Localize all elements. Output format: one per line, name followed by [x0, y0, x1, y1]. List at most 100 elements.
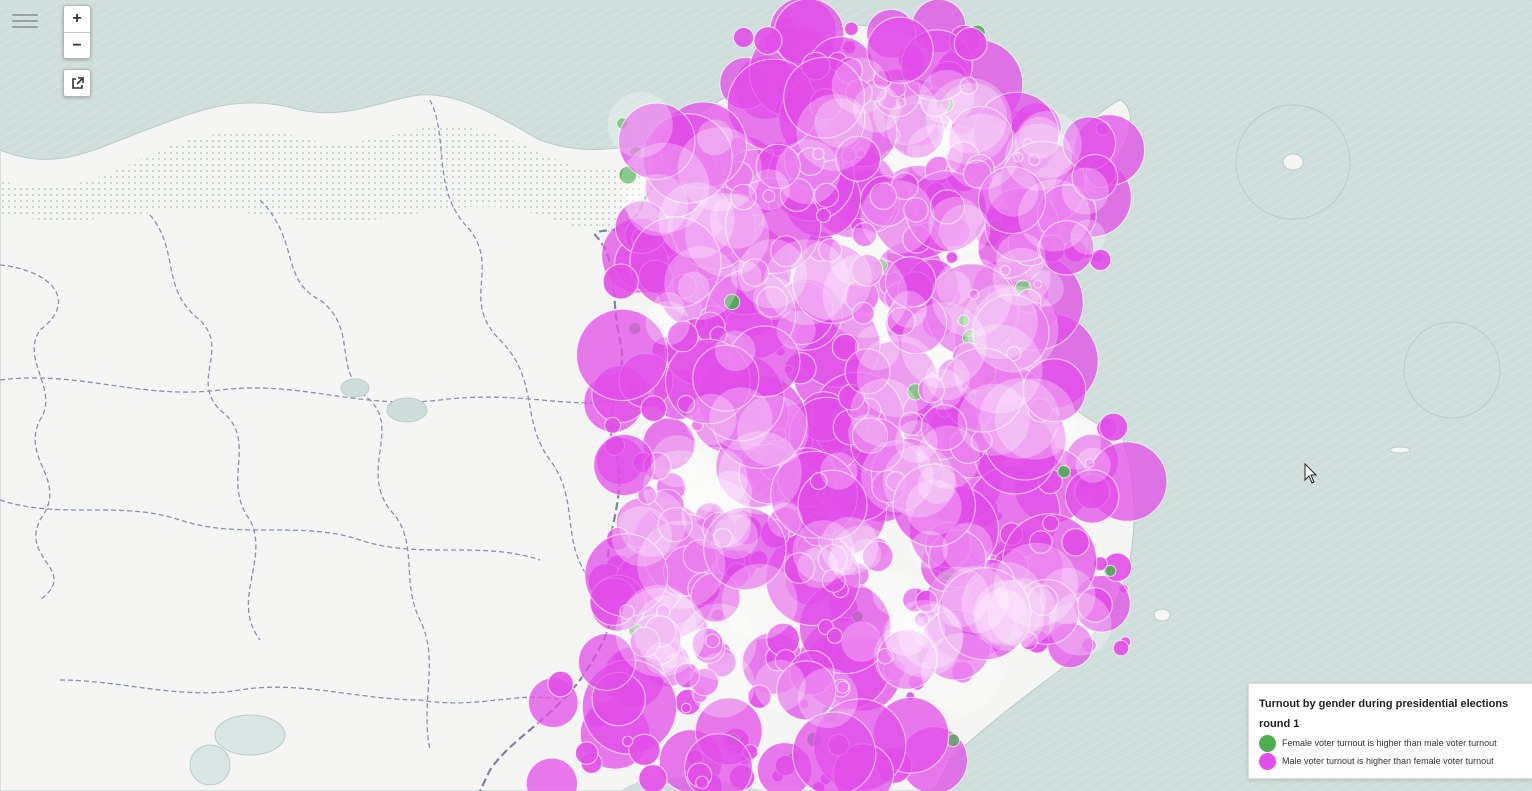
bubble-male-higher[interactable]: [1064, 469, 1120, 524]
bubble-male-higher[interactable]: [692, 344, 760, 412]
bubble-male-higher[interactable]: [836, 680, 850, 694]
menu-button[interactable]: [12, 10, 38, 30]
bubble-male-higher[interactable]: [695, 775, 709, 790]
bubble-male-higher[interactable]: [1099, 412, 1128, 442]
bubble-male-higher[interactable]: [852, 222, 877, 247]
bubble-male-higher[interactable]: [713, 528, 733, 548]
bubble-male-higher[interactable]: [680, 702, 692, 714]
bubble-male-higher[interactable]: [755, 143, 801, 189]
open-external-button[interactable]: [63, 69, 91, 97]
bubble-male-higher[interactable]: [862, 540, 894, 572]
bubble-male-higher[interactable]: [783, 552, 816, 584]
bubble-male-higher[interactable]: [816, 207, 831, 223]
bubble-male-higher[interactable]: [1028, 153, 1041, 166]
bubble-male-higher[interactable]: [628, 733, 661, 766]
bubble-male-higher[interactable]: [674, 662, 700, 689]
bubble-male-higher[interactable]: [638, 764, 668, 791]
bubble-male-higher[interactable]: [575, 741, 599, 765]
bubble-male-higher[interactable]: [677, 395, 696, 413]
bubble-male-higher[interactable]: [618, 102, 696, 181]
bubble-male-higher[interactable]: [733, 27, 755, 48]
bubble-male-higher[interactable]: [876, 647, 894, 665]
bubble-female-higher[interactable]: [1057, 464, 1071, 479]
bubble-male-higher[interactable]: [917, 376, 945, 404]
bubble-male-higher[interactable]: [886, 307, 916, 336]
bubble-male-higher[interactable]: [525, 757, 578, 791]
bubble-male-higher[interactable]: [866, 16, 934, 84]
bubble-male-higher[interactable]: [1013, 152, 1024, 163]
bubble-male-higher[interactable]: [809, 472, 828, 490]
bubble-male-higher[interactable]: [812, 147, 825, 161]
bubble-male-higher[interactable]: [884, 256, 937, 308]
bubble-male-higher[interactable]: [776, 660, 837, 721]
bubble-male-higher[interactable]: [629, 216, 722, 309]
bubble-male-higher[interactable]: [844, 348, 891, 395]
bubble-male-higher[interactable]: [814, 182, 839, 208]
bubble-male-higher[interactable]: [821, 568, 846, 593]
bubble-male-higher[interactable]: [999, 264, 1011, 276]
bubble-male-higher[interactable]: [622, 735, 634, 747]
bubble-male-higher[interactable]: [876, 629, 938, 690]
bubble-male-higher[interactable]: [602, 263, 639, 300]
bubble-male-higher[interactable]: [783, 56, 865, 139]
bubble-male-higher[interactable]: [578, 633, 636, 691]
bubble-male-higher[interactable]: [826, 627, 843, 644]
bubble-male-higher[interactable]: [850, 253, 884, 287]
bubble-male-higher[interactable]: [968, 288, 980, 300]
bubble-male-higher[interactable]: [1029, 530, 1053, 554]
zoom-out-button[interactable]: −: [64, 32, 90, 59]
bubble-male-higher[interactable]: [792, 711, 877, 791]
bubble-male-higher[interactable]: [629, 626, 661, 658]
bubble-male-higher[interactable]: [851, 301, 875, 325]
bubble-male-higher[interactable]: [1084, 458, 1095, 468]
bubble-male-higher[interactable]: [705, 633, 720, 649]
bubble-male-higher[interactable]: [1006, 346, 1022, 362]
bubble-male-higher[interactable]: [1039, 220, 1095, 276]
bubble-male-higher[interactable]: [593, 434, 656, 496]
bubble-male-higher[interactable]: [657, 507, 693, 543]
bubble-male-higher[interactable]: [756, 286, 788, 318]
bubble-male-higher[interactable]: [938, 567, 1032, 661]
bubble-male-higher[interactable]: [1077, 587, 1113, 623]
bubble-male-higher[interactable]: [753, 26, 783, 55]
bubble-male-higher[interactable]: [869, 182, 897, 210]
bubble-male-higher[interactable]: [770, 235, 802, 267]
bubble-male-higher[interactable]: [1042, 514, 1060, 532]
bubble-male-higher[interactable]: [920, 404, 968, 451]
bubble-male-higher[interactable]: [1022, 358, 1087, 423]
bubble-male-higher[interactable]: [604, 416, 622, 434]
bubble-male-higher[interactable]: [978, 166, 1047, 234]
bubble-male-higher[interactable]: [929, 189, 966, 225]
bubble-male-higher[interactable]: [576, 308, 669, 401]
bubble-male-higher[interactable]: [818, 238, 842, 263]
bubble-male-higher[interactable]: [831, 333, 859, 361]
bubble-female-higher[interactable]: [1104, 564, 1117, 577]
bubble-male-higher[interactable]: [740, 258, 770, 287]
bubble-male-higher[interactable]: [896, 97, 906, 108]
bubble-male-higher[interactable]: [640, 395, 668, 423]
bubble-male-higher[interactable]: [835, 135, 881, 182]
bubble-male-higher[interactable]: [762, 189, 776, 203]
bubble-female-higher[interactable]: [723, 293, 741, 311]
bubble-male-higher[interactable]: [1033, 279, 1043, 289]
bubble-male-higher[interactable]: [747, 684, 772, 709]
bubble-male-higher[interactable]: [959, 76, 978, 95]
bubble-male-higher[interactable]: [1112, 639, 1130, 657]
zoom-in-button[interactable]: +: [72, 10, 82, 27]
bubble-male-higher[interactable]: [953, 27, 988, 61]
bubble-male-higher[interactable]: [844, 21, 859, 37]
bubble-male-higher[interactable]: [547, 670, 574, 698]
bubble-male-higher[interactable]: [851, 417, 889, 454]
bubble-male-higher[interactable]: [892, 463, 976, 548]
bubble-male-higher[interactable]: [903, 197, 929, 223]
bubble-male-higher[interactable]: [1061, 528, 1090, 557]
bubble-male-higher[interactable]: [667, 320, 699, 353]
bubble-male-higher[interactable]: [1071, 154, 1119, 201]
bubble-male-higher[interactable]: [945, 251, 959, 264]
bubble-male-higher[interactable]: [703, 506, 787, 591]
bubble-male-higher[interactable]: [619, 604, 635, 620]
bubble-male-higher[interactable]: [915, 589, 938, 613]
bubble-male-higher[interactable]: [914, 612, 930, 628]
bubble-male-higher[interactable]: [730, 183, 757, 211]
